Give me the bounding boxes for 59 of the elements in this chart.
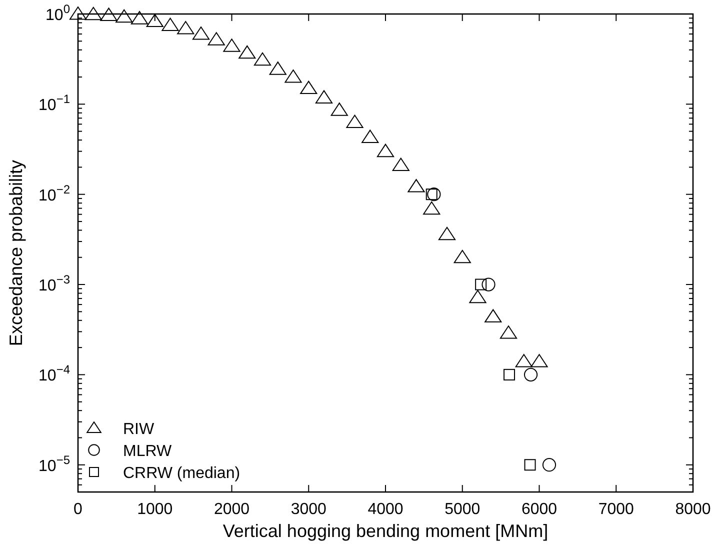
- x-tick-label: 3000: [290, 501, 327, 518]
- point: [376, 144, 394, 158]
- point: [116, 9, 133, 23]
- y-tick-label: 10$^{−1}$: [38, 92, 70, 114]
- point: [177, 21, 194, 34]
- y-tick-label: 10$^{−4}$: [38, 362, 70, 385]
- legend-label: RIW: [123, 421, 155, 438]
- x-tick-label: 7000: [598, 501, 634, 518]
- x-tick-label: 4000: [368, 501, 404, 518]
- point: [330, 102, 348, 116]
- y-axis-title: Exceedance probability: [6, 160, 26, 346]
- point: [423, 201, 440, 215]
- point: [454, 250, 471, 264]
- point: [427, 188, 441, 202]
- y-tick-label: 10$^{−2}$: [38, 182, 70, 204]
- point: [300, 80, 318, 94]
- point: [362, 130, 379, 143]
- x-tick-label: 6000: [521, 501, 558, 518]
- point: [84, 6, 102, 20]
- x-tick-label: 0: [74, 501, 83, 518]
- point: [100, 8, 118, 21]
- point: [504, 368, 516, 380]
- y-tick-label: 10$^{−3}$: [38, 272, 70, 295]
- point: [192, 26, 210, 40]
- point: [346, 114, 364, 128]
- y-tick-label: 10$^{−5}$: [38, 452, 70, 475]
- point: [208, 32, 225, 46]
- point: [515, 354, 532, 368]
- point: [146, 14, 164, 28]
- point: [392, 158, 410, 172]
- point: [269, 62, 286, 75]
- point: [475, 278, 487, 290]
- x-tick-label: 8000: [675, 501, 711, 518]
- y-tick-label: 10$^{0}$: [46, 2, 70, 24]
- point: [524, 459, 536, 471]
- point: [426, 188, 438, 200]
- point: [238, 45, 256, 59]
- point: [130, 11, 148, 24]
- x-tick-label: 2000: [214, 501, 250, 518]
- point: [162, 18, 179, 32]
- x-tick-label: 1000: [137, 501, 173, 518]
- point: [469, 290, 486, 304]
- point: [284, 70, 302, 83]
- legend-label: MLRW: [123, 443, 172, 460]
- point: [482, 278, 496, 292]
- legend-label: CRRW (median): [123, 465, 240, 482]
- point: [223, 38, 240, 52]
- point: [500, 325, 518, 339]
- point: [438, 226, 456, 240]
- point: [542, 458, 556, 472]
- point: [315, 90, 333, 104]
- point: [484, 309, 502, 322]
- point: [69, 6, 87, 20]
- point: [524, 368, 538, 382]
- x-axis-title: Vertical hogging bending moment [MNm]: [222, 521, 548, 541]
- x-tick-label: 5000: [444, 501, 480, 518]
- point: [530, 354, 548, 368]
- point: [408, 179, 425, 192]
- point: [254, 52, 272, 66]
